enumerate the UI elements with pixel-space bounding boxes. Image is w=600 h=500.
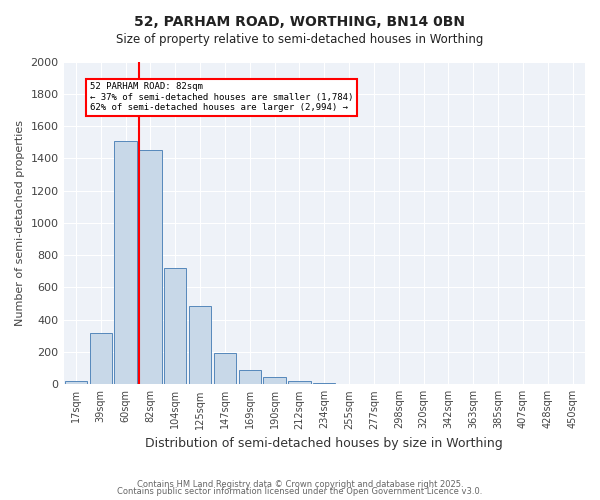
Bar <box>239 370 261 384</box>
Y-axis label: Number of semi-detached properties: Number of semi-detached properties <box>15 120 25 326</box>
Bar <box>214 353 236 384</box>
Bar <box>65 381 87 384</box>
Bar <box>89 334 112 384</box>
Bar <box>164 268 187 384</box>
Bar <box>139 150 161 384</box>
Text: Contains HM Land Registry data © Crown copyright and database right 2025.: Contains HM Land Registry data © Crown c… <box>137 480 463 489</box>
Bar <box>115 142 137 384</box>
Bar <box>263 377 286 384</box>
Bar <box>189 306 211 384</box>
Text: Contains public sector information licensed under the Open Government Licence v3: Contains public sector information licen… <box>118 488 482 496</box>
X-axis label: Distribution of semi-detached houses by size in Worthing: Distribution of semi-detached houses by … <box>145 437 503 450</box>
Text: Size of property relative to semi-detached houses in Worthing: Size of property relative to semi-detach… <box>116 32 484 46</box>
Text: 52, PARHAM ROAD, WORTHING, BN14 0BN: 52, PARHAM ROAD, WORTHING, BN14 0BN <box>134 15 466 29</box>
Bar <box>313 382 335 384</box>
Text: 52 PARHAM ROAD: 82sqm
← 37% of semi-detached houses are smaller (1,784)
62% of s: 52 PARHAM ROAD: 82sqm ← 37% of semi-deta… <box>89 82 353 112</box>
Bar <box>288 381 311 384</box>
